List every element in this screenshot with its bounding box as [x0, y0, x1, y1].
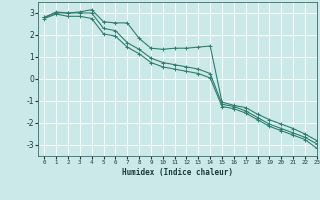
X-axis label: Humidex (Indice chaleur): Humidex (Indice chaleur) — [122, 168, 233, 177]
